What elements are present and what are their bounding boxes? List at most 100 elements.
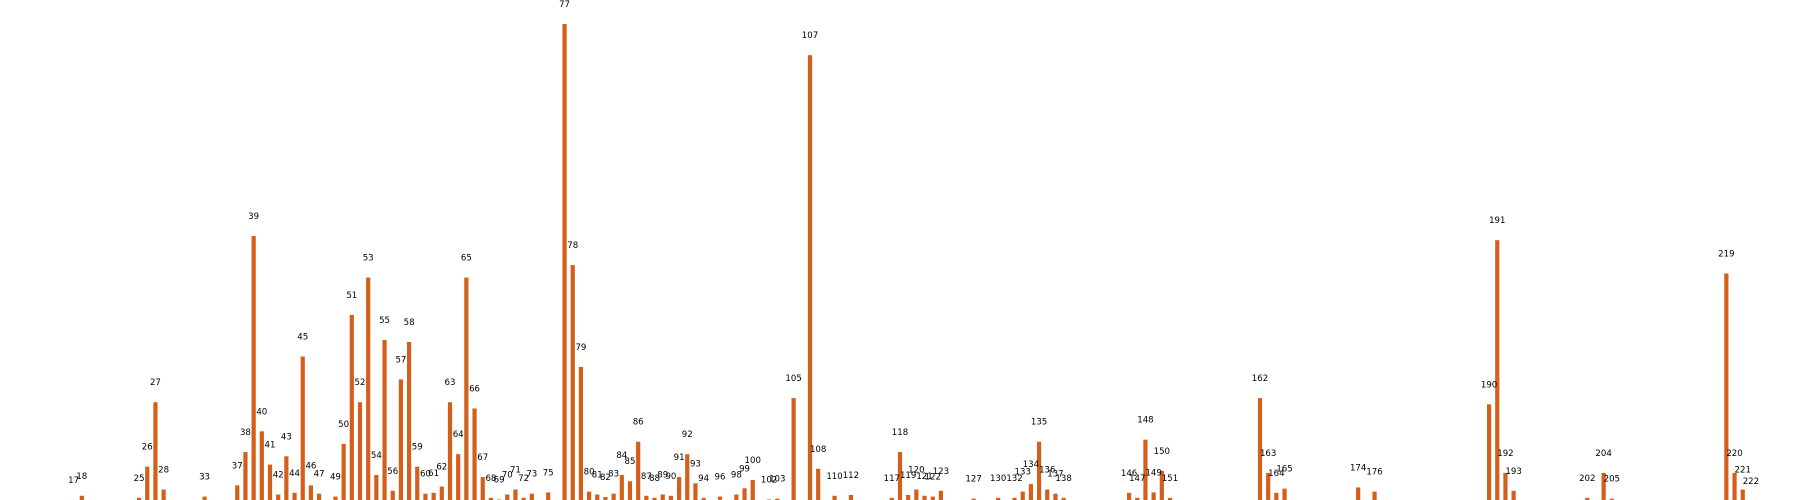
data-label-93: 93 xyxy=(690,459,701,469)
data-label-39: 39 xyxy=(248,212,259,222)
data-label-107: 107 xyxy=(802,31,818,41)
data-label-119: 119 xyxy=(900,471,916,481)
bar-63 xyxy=(447,402,453,500)
bar-202 xyxy=(1585,497,1590,500)
data-label-221: 221 xyxy=(1735,466,1751,476)
bar-42 xyxy=(276,494,281,500)
bar-138 xyxy=(1061,497,1066,500)
bar-18 xyxy=(79,495,84,500)
bar-132 xyxy=(1012,497,1017,500)
data-label-204: 204 xyxy=(1595,449,1611,459)
data-label-162: 162 xyxy=(1252,374,1268,384)
data-label-96: 96 xyxy=(715,473,726,483)
bar-122 xyxy=(930,496,935,500)
bar-103 xyxy=(775,498,780,500)
bar-52 xyxy=(357,402,363,500)
data-label-117: 117 xyxy=(884,474,900,484)
bar-127 xyxy=(971,498,976,500)
data-label-79: 79 xyxy=(575,343,586,353)
data-label-54: 54 xyxy=(371,451,382,461)
data-label-53: 53 xyxy=(363,254,374,264)
data-label-84: 84 xyxy=(616,451,627,461)
bar-68 xyxy=(488,497,494,500)
bar-65 xyxy=(464,277,469,500)
data-label-120: 120 xyxy=(908,466,924,476)
bar-150 xyxy=(1159,470,1164,500)
data-label-58: 58 xyxy=(404,318,415,328)
data-label-38: 38 xyxy=(240,428,251,438)
data-label-40: 40 xyxy=(256,407,267,417)
data-label-46: 46 xyxy=(305,461,316,471)
bar-148 xyxy=(1143,439,1148,500)
bar-75 xyxy=(546,492,551,500)
data-label-81: 81 xyxy=(592,471,603,481)
data-label-147: 147 xyxy=(1129,474,1145,484)
data-label-56: 56 xyxy=(387,467,398,477)
bar-46 xyxy=(308,485,314,500)
data-label-28: 28 xyxy=(158,466,169,476)
bar-120 xyxy=(914,489,919,500)
data-label-65: 65 xyxy=(461,254,472,264)
bar-59 xyxy=(415,466,420,500)
bar-90 xyxy=(668,495,674,500)
data-label-164: 164 xyxy=(1268,469,1284,479)
data-label-71: 71 xyxy=(510,466,521,476)
bar-110 xyxy=(832,495,837,500)
data-label-92: 92 xyxy=(682,430,693,440)
data-label-66: 66 xyxy=(469,384,480,394)
data-label-73: 73 xyxy=(526,470,537,480)
data-label-110: 110 xyxy=(826,472,842,482)
bar-221 xyxy=(1740,489,1745,500)
data-label-191: 191 xyxy=(1489,216,1505,226)
data-label-151: 151 xyxy=(1162,474,1178,484)
bar-25 xyxy=(136,497,142,500)
data-label-193: 193 xyxy=(1505,467,1521,477)
bar-51 xyxy=(349,314,354,500)
bar-100 xyxy=(750,479,755,500)
bar-162 xyxy=(1257,398,1263,500)
bar-133 xyxy=(1020,491,1025,500)
data-label-63: 63 xyxy=(445,378,456,388)
data-label-70: 70 xyxy=(502,471,513,481)
bar-220 xyxy=(1732,472,1737,500)
bar-41 xyxy=(267,464,273,500)
data-label-136: 136 xyxy=(1039,466,1055,476)
data-label-190: 190 xyxy=(1481,380,1497,390)
data-label-62: 62 xyxy=(436,463,447,473)
bar-146 xyxy=(1126,492,1132,500)
bar-205 xyxy=(1609,498,1614,500)
data-label-69: 69 xyxy=(494,476,505,486)
bar-series xyxy=(71,24,1745,500)
bar-83 xyxy=(611,493,616,500)
bar-77 xyxy=(562,24,567,500)
data-label-26: 26 xyxy=(142,443,153,453)
data-label-112: 112 xyxy=(843,471,859,481)
bar-37 xyxy=(235,485,240,500)
bar-56 xyxy=(390,490,395,500)
data-label-108: 108 xyxy=(810,445,826,455)
data-label-18: 18 xyxy=(76,472,87,482)
data-label-51: 51 xyxy=(346,291,357,301)
bar-219 xyxy=(1724,273,1729,500)
bar-57 xyxy=(398,379,404,500)
data-label-176: 176 xyxy=(1366,468,1382,478)
data-label-127: 127 xyxy=(965,475,981,485)
data-label-100: 100 xyxy=(745,456,761,466)
bar-96 xyxy=(717,496,723,500)
bar-84 xyxy=(619,474,624,500)
bar-191 xyxy=(1495,240,1500,500)
data-label-82: 82 xyxy=(600,473,611,483)
data-label-60: 60 xyxy=(420,470,431,480)
data-label-222: 222 xyxy=(1743,477,1759,487)
bar-149 xyxy=(1151,492,1156,500)
data-label-55: 55 xyxy=(379,316,390,326)
bar-62 xyxy=(439,486,444,500)
data-label-98: 98 xyxy=(731,471,742,481)
bar-72 xyxy=(521,497,526,500)
bar-80 xyxy=(586,491,592,500)
bar-99 xyxy=(742,488,747,500)
bar-86 xyxy=(636,441,641,500)
data-label-135: 135 xyxy=(1031,418,1047,428)
bar-85 xyxy=(627,481,633,500)
